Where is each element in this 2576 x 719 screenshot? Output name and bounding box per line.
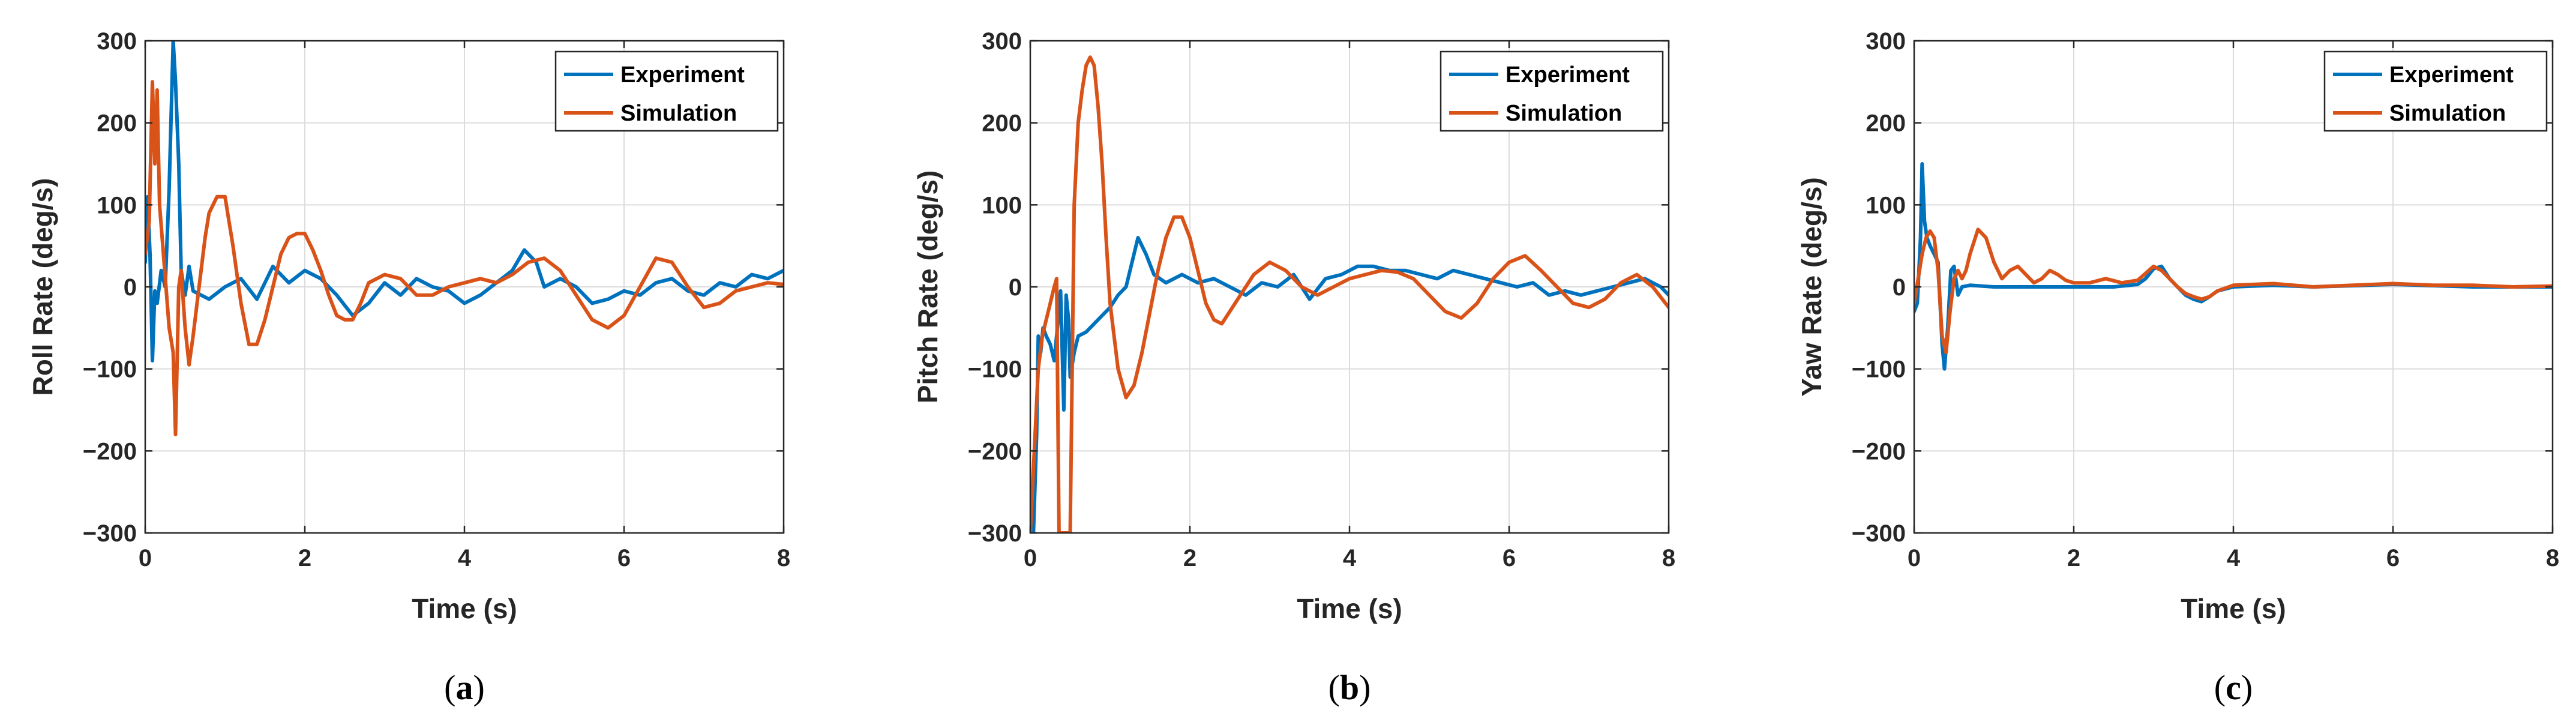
panel-caption: (b) [1329,668,1371,707]
y-tick-label: 0 [124,274,137,301]
x-tick-label: 8 [1662,545,1675,571]
y-axis-label: Yaw Rate (deg/s) [1796,177,1827,397]
y-tick-label: 200 [97,110,137,137]
x-tick-label: 0 [1024,545,1037,571]
caption-letter: a [456,668,473,707]
caption-paren-close: ) [2241,668,2253,707]
x-tick-label: 4 [1343,545,1357,571]
x-axis-label: Time (s) [1297,593,1402,624]
caption-paren-open: ( [444,668,455,707]
panel-a: 0 2 4 6 8 −300 −200 −100 0 100 200 300 Time (s) Roll … [27,28,790,707]
panel-caption: (a) [444,668,485,707]
x-tick-label: 0 [1908,545,1921,571]
y-tick-label: 200 [1866,110,1906,137]
series-line-simulation [1030,55,1669,533]
legend-label: Experiment [1506,62,1630,88]
x-axis-label: Time (s) [412,593,517,624]
x-tick-label: 6 [617,545,631,571]
x-tick-label: 2 [298,545,311,571]
y-tick-label: 0 [1893,274,1906,301]
panel-caption: (c) [2214,668,2253,707]
legend: Experiment Simulation [1440,50,1664,132]
x-tick-label: 8 [2546,545,2559,571]
caption-paren-close: ) [473,668,485,707]
caption-paren-open: ( [2214,668,2226,707]
x-tick-label: 8 [777,545,790,571]
legend-box [2323,50,2548,132]
series-line-experiment [145,41,784,363]
x-tick-label: 2 [2067,545,2080,571]
y-tick-label: 100 [1866,192,1906,218]
legend: Experiment Simulation [554,50,779,132]
y-tick-label: −100 [968,356,1022,383]
y-tick-label: 100 [982,192,1022,218]
x-axis-label: Time (s) [2181,593,2286,624]
y-tick-label: 300 [1866,28,1906,55]
y-axis-label: Pitch Rate (deg/s) [912,170,943,404]
legend-label: Simulation [1506,101,1622,126]
y-tick-label: −200 [968,438,1022,465]
legend-box [554,50,779,132]
y-tick-label: −100 [83,356,137,383]
y-axis-label: Roll Rate (deg/s) [27,178,58,396]
x-tick-label: 4 [2227,545,2241,571]
y-tick-label: 100 [97,192,137,218]
y-tick-label: −100 [1852,356,1906,383]
y-tick-label: −300 [968,520,1022,547]
legend-label: Experiment [620,62,745,88]
y-tick-label: 0 [1009,274,1022,301]
x-tick-label: 6 [2386,545,2400,571]
legend: Experiment Simulation [2323,50,2548,132]
legend-label: Simulation [2389,101,2506,126]
x-tick-label: 6 [1503,545,1516,571]
caption-letter: b [1340,668,1359,707]
legend-label: Simulation [620,101,737,126]
series-line-experiment [1030,236,1669,533]
x-tick-label: 0 [139,545,152,571]
y-tick-label: 300 [97,28,137,55]
y-tick-label: −300 [83,520,137,547]
caption-letter: c [2226,668,2241,707]
legend-label: Experiment [2389,62,2514,88]
caption-paren-close: ) [1359,668,1371,707]
x-tick-label: 2 [1183,545,1196,571]
x-tick-label: 4 [458,545,472,571]
y-tick-label: −200 [83,438,137,465]
series-line-simulation [145,80,784,436]
panel-b: 0 2 4 6 8 −300 −200 −100 0 100 200 300 Time (s) Pitch… [912,28,1675,707]
series-line-simulation [1914,227,2553,355]
y-tick-label: −300 [1852,520,1906,547]
y-tick-label: 200 [982,110,1022,137]
legend-box [1440,50,1664,132]
y-tick-label: 300 [982,28,1022,55]
y-tick-label: −200 [1852,438,1906,465]
caption-paren-open: ( [1329,668,1340,707]
panel-c: 0 2 4 6 8 −300 −200 −100 0 100 200 300 Time (s) Yaw R… [1796,28,2559,707]
